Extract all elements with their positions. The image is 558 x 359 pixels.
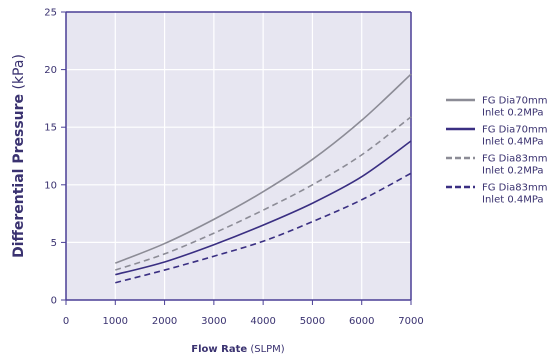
legend-label-2: FG Dia70mm: [482, 125, 548, 136]
x-tick-label: 4000: [250, 316, 275, 327]
axes: [65, 11, 412, 301]
legend-label-1: FG Dia70mm: [482, 96, 548, 107]
y-axis-title-bold: Differential Pressure: [11, 94, 27, 258]
series: [114, 73, 412, 284]
x-axis-title-bold: Flow Rate: [191, 344, 247, 355]
y-tick-label: 5: [51, 238, 57, 249]
legend-label-1-line2: Inlet 0.2MPa: [482, 108, 544, 119]
legend-label-2-line2: Inlet 0.4MPa: [482, 137, 544, 148]
x-axis-title-unit: (SLPM): [247, 344, 285, 355]
y-axis-title: Differential Pressure (kPa): [11, 54, 27, 258]
legend-label-3-line2: Inlet 0.2MPa: [482, 166, 544, 177]
legend-label-4-line2: Inlet 0.4MPa: [482, 195, 544, 206]
x-tick-label: 6000: [349, 316, 374, 327]
x-axis-title: Flow Rate (SLPM): [191, 344, 285, 355]
plot-background: [66, 12, 411, 300]
series-line-3: [115, 116, 412, 271]
x-tick-label: 0: [63, 316, 69, 327]
x-tick-label: 5000: [300, 316, 325, 327]
x-tick-label: 7000: [398, 316, 423, 327]
series-line-1: [114, 73, 412, 264]
grid: [66, 12, 411, 300]
y-tick-label: 25: [44, 8, 57, 19]
y-tick-label: 15: [44, 123, 57, 134]
series-line-2: [115, 140, 412, 276]
legend-label-3: FG Dia83mm: [482, 154, 548, 165]
y-axis-title-unit: (kPa): [11, 54, 27, 94]
legend-label-4: FG Dia83mm: [482, 183, 548, 194]
y-tick-label: 0: [51, 296, 57, 307]
x-tick-label: 3000: [201, 316, 226, 327]
y-tick-label: 10: [44, 180, 57, 191]
x-tick-label: 1000: [103, 316, 128, 327]
x-tick-label: 2000: [152, 316, 177, 327]
series-line-4: [115, 172, 412, 284]
y-tick-label: 20: [44, 65, 57, 76]
tick-labels: 0 5 10 15 20 25 0 1000 2000 3000 4000 5000 6000 7000: [44, 8, 423, 328]
